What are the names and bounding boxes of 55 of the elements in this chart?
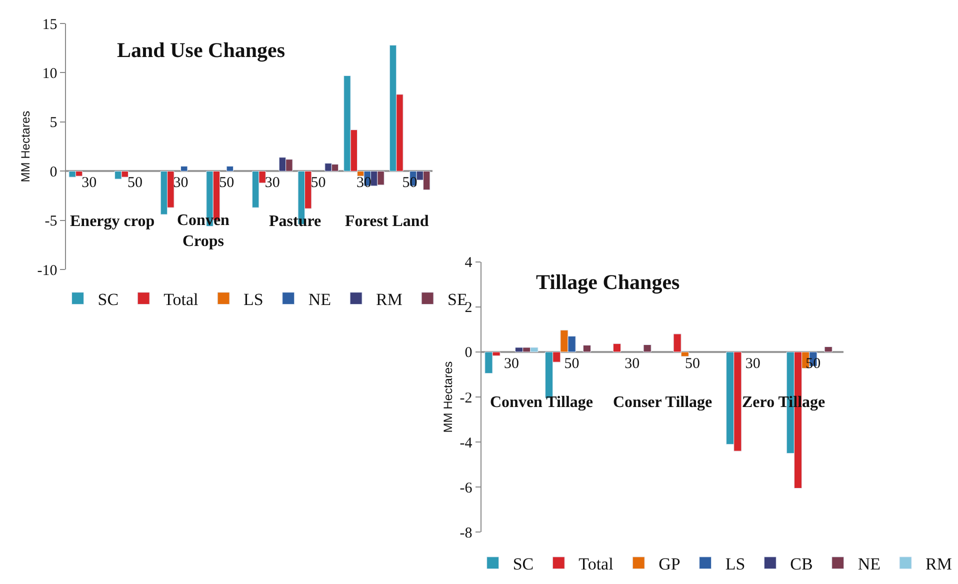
bar bbox=[226, 166, 234, 172]
annotation: Conser Tillage bbox=[613, 394, 712, 411]
y-axis-title: MM Hectares bbox=[18, 110, 33, 182]
legend-label: NE bbox=[858, 554, 881, 574]
legend-label: SC bbox=[98, 290, 119, 309]
x-tick-label: 50 bbox=[219, 175, 234, 192]
y-tick-label: -5 bbox=[44, 214, 58, 230]
y-tick-label: -10 bbox=[37, 262, 58, 279]
annotation: Conven Tillage bbox=[490, 394, 593, 411]
x-tick-label: 50 bbox=[127, 175, 142, 192]
legend-label: NE bbox=[308, 290, 332, 309]
legend-label: SC bbox=[512, 554, 534, 574]
y-axis-title: MM Hectares bbox=[441, 361, 456, 433]
legend-label: LS bbox=[725, 554, 746, 574]
x-tick-label: 30 bbox=[264, 175, 280, 192]
bar bbox=[643, 344, 652, 352]
annotation: Energy crop bbox=[70, 213, 155, 230]
y-tick-label: 15 bbox=[42, 16, 58, 33]
y-tick-label: 5 bbox=[50, 115, 58, 132]
legend-label: SE bbox=[448, 290, 468, 309]
x-tick-label: 30 bbox=[356, 175, 372, 192]
legend-label: Total bbox=[578, 554, 614, 574]
y-tick-label: 4 bbox=[464, 255, 473, 272]
text: Land Use Changes bbox=[117, 38, 286, 62]
legend-label: Total bbox=[164, 290, 199, 309]
annotation: Forest Land bbox=[345, 213, 429, 230]
x-tick-label: 30 bbox=[504, 356, 519, 372]
x-tick-label: 30 bbox=[624, 356, 640, 372]
bar bbox=[824, 346, 832, 352]
legend-label: RM bbox=[376, 290, 403, 309]
y-tick-label: -4 bbox=[460, 435, 473, 452]
bar bbox=[612, 343, 622, 352]
x-tick-label: 30 bbox=[745, 356, 760, 372]
bar bbox=[180, 166, 188, 172]
x-tick-label: 50 bbox=[806, 356, 821, 372]
chart-title: Tillage Changes bbox=[536, 270, 680, 294]
y-tick-label: -8 bbox=[460, 525, 472, 542]
bar bbox=[582, 344, 592, 352]
x-tick-label: 50 bbox=[310, 175, 326, 192]
x-tick-label: 30 bbox=[173, 175, 188, 192]
y-tick-label: -2 bbox=[460, 390, 472, 406]
x-tick-label: 50 bbox=[402, 175, 418, 192]
y-tick-label: -6 bbox=[460, 480, 473, 496]
annotation: Pasture bbox=[269, 213, 322, 230]
legend-label: CB bbox=[790, 554, 813, 574]
legend-label: GP bbox=[658, 554, 680, 574]
y-tick-label: 2 bbox=[464, 300, 472, 316]
x-tick-label: 50 bbox=[684, 356, 700, 372]
x-tick-label: 50 bbox=[564, 356, 580, 372]
legend-label: LS bbox=[244, 290, 264, 309]
y-tick-label: 0 bbox=[50, 164, 58, 180]
y-tick-label: 0 bbox=[464, 345, 472, 362]
legend-label: RM bbox=[926, 554, 952, 574]
x-tick-label: 30 bbox=[82, 175, 97, 192]
y-tick-label: 10 bbox=[42, 66, 58, 82]
